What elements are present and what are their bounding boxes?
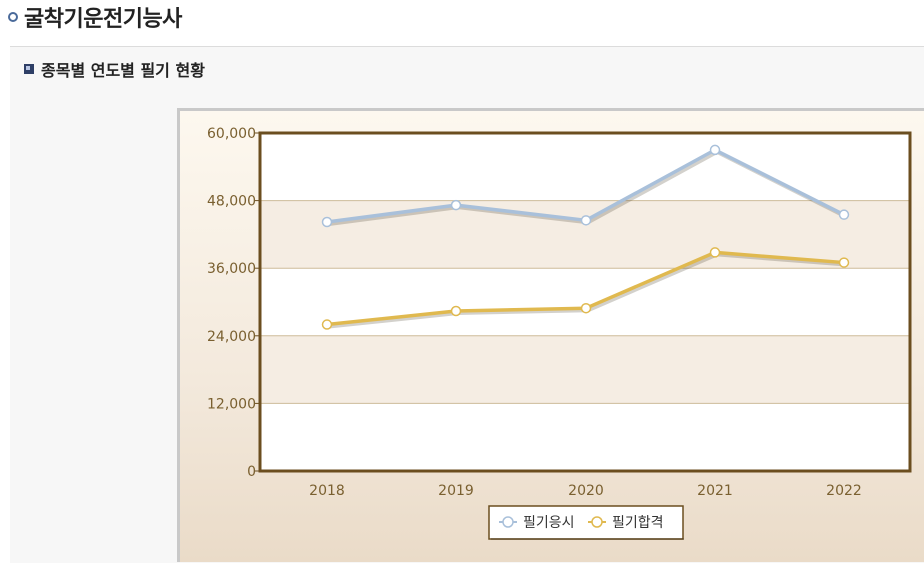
legend-label: 필기응시 <box>523 515 575 531</box>
circle-bullet-icon <box>8 12 18 22</box>
data-point <box>450 199 462 211</box>
legend-shadow <box>491 538 684 540</box>
x-tick-label: 2019 <box>438 483 474 499</box>
y-tick-label: 24,000 <box>207 329 256 345</box>
data-point <box>450 305 462 317</box>
plot-band <box>260 200 910 269</box>
x-tick-label: 2018 <box>309 483 345 499</box>
y-tick-label: 0 <box>247 464 256 480</box>
plot-band <box>260 335 910 404</box>
data-point <box>321 216 333 228</box>
legend-swatch-marker <box>502 516 514 528</box>
plot-frame <box>258 131 912 473</box>
data-point <box>580 215 592 226</box>
x-tick-label: 2020 <box>568 483 604 499</box>
legend-box <box>488 505 684 540</box>
section-title: 종목별 연도별 필기 현황 <box>24 58 205 80</box>
y-tick-label: 12,000 <box>207 396 256 412</box>
legend-swatch-marker <box>591 516 603 528</box>
square-bullet-icon <box>24 64 34 74</box>
data-point <box>580 302 592 314</box>
x-tick-label: 2021 <box>697 483 733 499</box>
y-tick-label: 60,000 <box>207 126 256 142</box>
x-tick-label: 2022 <box>826 483 862 499</box>
plot-background <box>260 133 910 471</box>
page-title-text: 굴착기운전기능사 <box>24 7 182 32</box>
data-point <box>838 209 850 220</box>
data-point <box>321 319 333 330</box>
data-point <box>838 257 850 268</box>
legend-label: 필기합격 <box>612 515 664 531</box>
page-title: 굴착기운전기능사 <box>8 2 182 32</box>
data-point <box>709 247 721 258</box>
y-tick-label: 36,000 <box>207 261 256 277</box>
section-title-text: 종목별 연도별 필기 현황 <box>41 61 205 80</box>
y-tick-label: 48,000 <box>207 194 256 210</box>
data-point <box>709 144 721 156</box>
